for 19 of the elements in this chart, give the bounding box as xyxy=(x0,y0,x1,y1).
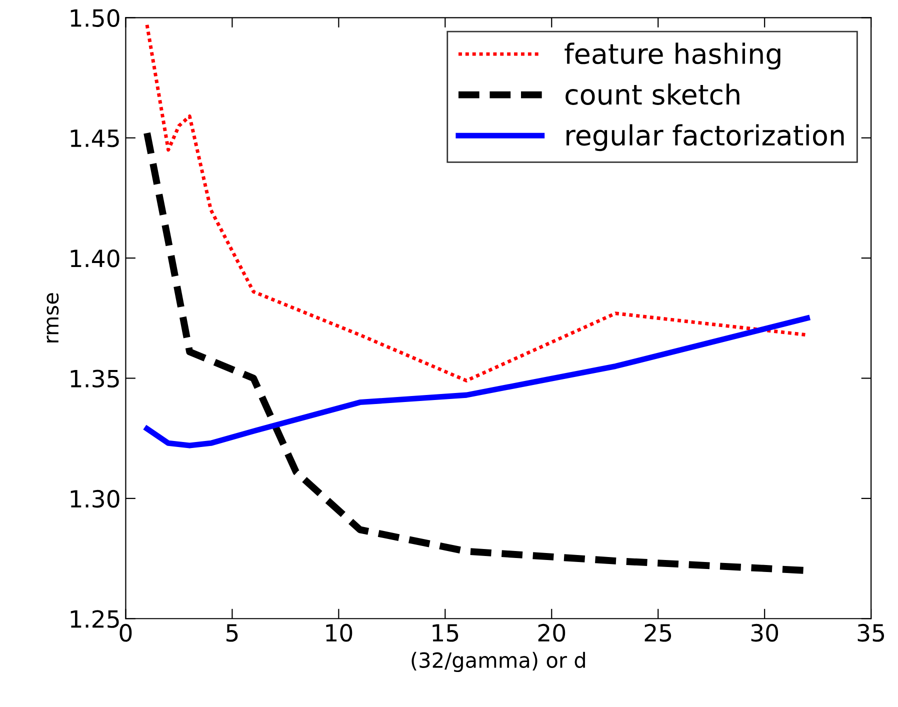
x-tick-label: 0 xyxy=(120,624,132,642)
legend-label: feature hashing xyxy=(564,42,780,70)
y-tick-label: 1.45 xyxy=(70,130,119,148)
x-tick-label: 25 xyxy=(644,624,672,642)
legend-label: regular factorization xyxy=(566,124,844,152)
y-tick-label: 1.30 xyxy=(70,490,120,508)
x-tick-label: 10 xyxy=(326,624,352,642)
y-tick-label: 1.40 xyxy=(70,250,120,268)
x-axis-title: (32/gamma) or d xyxy=(412,652,585,672)
x-tick-label: 30 xyxy=(751,624,778,642)
legend-label: count sketch xyxy=(566,83,740,105)
y-tick-label: 1.35 xyxy=(70,370,119,388)
x-tick-label: 5 xyxy=(226,624,238,642)
y-tick-label: 1.50 xyxy=(70,9,120,27)
y-axis-title: rmse xyxy=(46,293,59,342)
x-tick-label: 35 xyxy=(858,624,884,642)
x-tick-label: 20 xyxy=(538,624,566,642)
x-tick-label: 15 xyxy=(432,624,458,642)
y-tick-label: 1.25 xyxy=(70,610,119,628)
